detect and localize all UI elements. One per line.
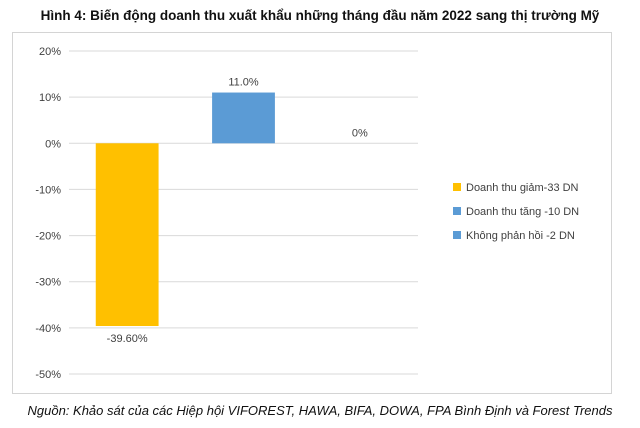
y-tick-label: 10% xyxy=(39,92,61,104)
y-tick-label: -20% xyxy=(35,231,61,243)
legend-swatch xyxy=(453,207,461,215)
legend-label: Doanh thu giảm-33 DN xyxy=(466,182,579,194)
y-tick-label: 0% xyxy=(45,138,61,150)
source-note: Nguồn: Khảo sát của các Hiệp hội VIFORES… xyxy=(27,403,613,418)
legend-swatch xyxy=(453,183,461,191)
y-tick-label: -40% xyxy=(35,323,61,335)
chart-title: Hình 4: Biến động doanh thu xuất khẩu nh… xyxy=(40,8,600,23)
data-labels: -39.60% 11.0% 0% xyxy=(107,77,368,345)
y-tick-label: -50% xyxy=(35,369,61,381)
y-tick-label: -30% xyxy=(35,277,61,289)
legend-label: Không phản hồi -2 DN xyxy=(466,230,575,242)
bar xyxy=(212,92,275,144)
y-axis-tick-labels: 20% 10% 0% -10% -20% -30% -40% -50% xyxy=(35,46,61,381)
legend-label: Doanh thu tăng -10 DN xyxy=(466,206,579,218)
y-tick-label: -10% xyxy=(35,184,61,196)
data-label: -39.60% xyxy=(107,333,148,345)
data-label: 0% xyxy=(352,127,368,139)
chart-area: 20% 10% 0% -10% -20% -30% -40% -50% -39.60% 11.0… xyxy=(12,32,612,394)
legend: Doanh thu giảm-33 DN Doanh thu tăng -10 D… xyxy=(453,182,579,242)
bar-chart: 20% 10% 0% -10% -20% -30% -40% -50% -39.60% 11.0… xyxy=(35,46,579,381)
bar xyxy=(95,143,159,327)
bars xyxy=(95,92,275,327)
legend-swatch xyxy=(453,231,461,239)
y-tick-label: 20% xyxy=(39,46,61,58)
data-label: 11.0% xyxy=(228,77,259,89)
